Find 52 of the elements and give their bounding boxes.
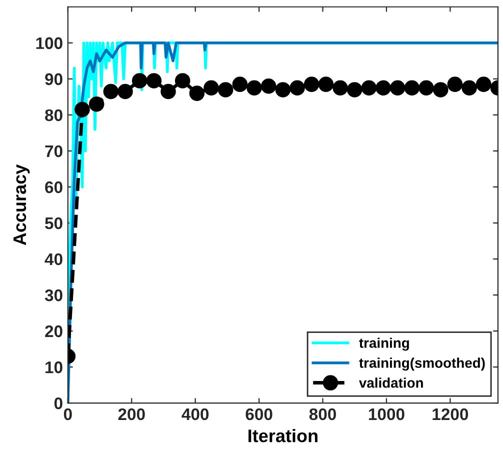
legend-label: validation — [359, 378, 423, 388]
point — [218, 82, 234, 98]
y-tick-label: 10 — [46, 361, 62, 374]
point — [246, 80, 262, 96]
y-tick-label: 50 — [45, 217, 62, 230]
point — [189, 86, 205, 101]
y-tick-label: 30 — [44, 289, 62, 302]
point — [290, 80, 305, 96]
x-tick-label: 200 — [118, 408, 145, 420]
point — [346, 82, 362, 98]
x-tick-label: 1200 — [432, 408, 468, 420]
point — [232, 76, 248, 92]
point — [318, 76, 334, 92]
point — [432, 82, 448, 98]
point — [103, 84, 119, 100]
point — [174, 73, 190, 88]
point — [390, 80, 406, 96]
y-tick-label: 100 — [36, 37, 62, 50]
point — [260, 78, 276, 94]
y-tick-label: 70 — [45, 145, 62, 158]
point — [447, 76, 463, 92]
y-tick-label: 80 — [45, 109, 62, 122]
x-axis-title: Iteration — [248, 428, 318, 442]
point — [476, 76, 492, 92]
y-tick-label: 20 — [45, 325, 62, 338]
point — [74, 102, 90, 118]
x-tick-label: 800 — [309, 408, 336, 420]
x-tick-label: 400 — [182, 408, 209, 420]
legend-label: training(smoothed) — [359, 358, 485, 371]
x-tick-label: 0 — [64, 408, 72, 420]
y-tick-label: 90 — [45, 73, 62, 86]
point — [146, 73, 162, 88]
point — [88, 96, 104, 112]
point — [118, 84, 133, 100]
y-tick-label: 40 — [44, 253, 62, 266]
point — [132, 73, 148, 88]
point — [332, 80, 348, 96]
y-axis-title: Accuracy — [14, 164, 30, 246]
point — [160, 84, 176, 100]
point — [361, 80, 377, 96]
point — [418, 80, 434, 96]
point — [304, 76, 320, 92]
y-tick-label: 0 — [54, 397, 62, 410]
legend-label: training — [359, 338, 409, 351]
point — [376, 80, 391, 96]
point — [275, 82, 291, 98]
y-tick-label: 60 — [45, 181, 62, 194]
point — [404, 80, 420, 96]
x-tick-label: 600 — [246, 408, 272, 420]
point — [462, 80, 477, 96]
point — [204, 80, 219, 96]
x-tick-label: 1000 — [368, 408, 404, 420]
